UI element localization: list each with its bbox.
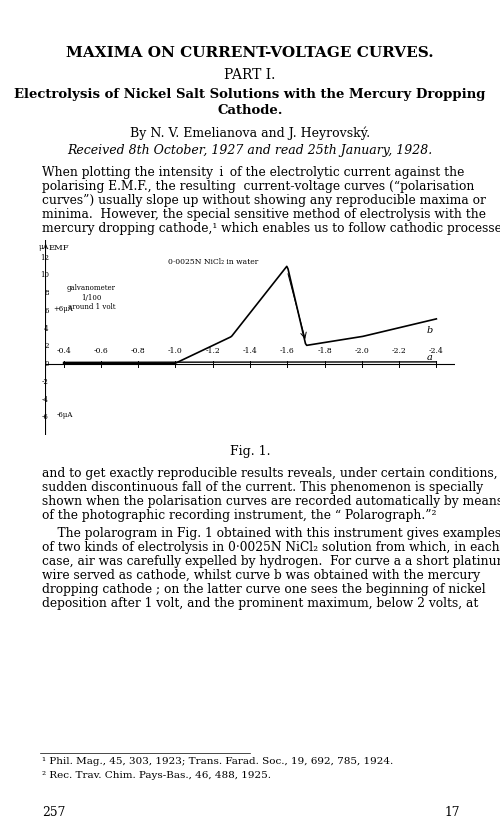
Text: -1.2: -1.2 [206,347,220,355]
Text: -2.4: -2.4 [429,347,444,355]
Text: 12: 12 [40,254,48,262]
Text: -2.2: -2.2 [392,347,406,355]
Text: of two kinds of electrolysis in 0·0025N NiCl₂ solution from which, in each: of two kinds of electrolysis in 0·0025N … [42,541,500,554]
Text: 0·0025N NiCl₂ in water: 0·0025N NiCl₂ in water [168,258,258,266]
Text: +6μA: +6μA [53,305,73,313]
Text: dropping cathode ; on the latter curve one sees the beginning of nickel: dropping cathode ; on the latter curve o… [42,583,486,596]
Text: Received 8th October, 1927 and read 25th January, 1928.: Received 8th October, 1927 and read 25th… [68,144,432,157]
Text: -0.4: -0.4 [56,347,71,355]
Text: b: b [427,326,434,335]
Text: μA: μA [38,243,48,251]
Text: 10: 10 [40,272,48,279]
Text: Cathode.: Cathode. [217,104,283,117]
Text: -4: -4 [42,396,48,404]
Text: case, air was carefully expelled by hydrogen.  For curve a a short platinum: case, air was carefully expelled by hydr… [42,555,500,568]
Text: 257: 257 [42,806,66,819]
Text: galvanometer
1/100
around 1 volt: galvanometer 1/100 around 1 volt [67,284,116,311]
Text: Fig. 1.: Fig. 1. [230,445,270,458]
Text: 8: 8 [44,289,48,297]
Text: 17: 17 [444,806,460,819]
Text: 4: 4 [44,325,48,333]
Text: -1.6: -1.6 [280,347,294,355]
Text: -2.0: -2.0 [354,347,369,355]
Text: The polarogram in Fig. 1 obtained with this instrument gives examples: The polarogram in Fig. 1 obtained with t… [42,527,500,540]
Text: shown when the polarisation curves are recorded automatically by means: shown when the polarisation curves are r… [42,495,500,508]
Text: curves”) usually slope up without showing any reproducible maxima or: curves”) usually slope up without showin… [42,194,486,207]
Text: -1.0: -1.0 [168,347,183,355]
Text: When plotting the intensity  i  of the electrolytic current against the: When plotting the intensity i of the ele… [42,166,465,179]
Text: of the photographic recording instrument, the “ Polarograph.”²: of the photographic recording instrument… [42,509,436,522]
Text: PART I.: PART I. [224,68,276,82]
Text: 2: 2 [44,342,48,350]
Text: -2: -2 [42,377,48,386]
Text: -1.8: -1.8 [317,347,332,355]
Text: -6μA: -6μA [56,411,73,420]
Text: mercury dropping cathode,¹ which enables us to follow cathodic processes: mercury dropping cathode,¹ which enables… [42,222,500,235]
Text: ¹ Phil. Mag., 45, 303, 1923; Trans. Farad. Soc., 19, 692, 785, 1924.: ¹ Phil. Mag., 45, 303, 1923; Trans. Fara… [42,757,393,766]
Text: wire served as cathode, whilst curve b was obtained with the mercury: wire served as cathode, whilst curve b w… [42,569,480,582]
Text: deposition after 1 volt, and the prominent maximum, below 2 volts, at: deposition after 1 volt, and the promine… [42,597,478,610]
Text: -0.6: -0.6 [94,347,108,355]
Text: By N. V. Emelianova and J. Heyrovský.: By N. V. Emelianova and J. Heyrovský. [130,126,370,140]
Text: minima.  However, the special sensitive method of electrolysis with the: minima. However, the special sensitive m… [42,208,486,221]
Text: -6: -6 [42,413,48,421]
Text: Electrolysis of Nickel Salt Solutions with the Mercury Dropping: Electrolysis of Nickel Salt Solutions wi… [14,88,486,101]
Text: EMF: EMF [48,244,70,253]
Text: ² Rec. Trav. Chim. Pays-Bas., 46, 488, 1925.: ² Rec. Trav. Chim. Pays-Bas., 46, 488, 1… [42,771,271,780]
Text: and to get exactly reproducible results reveals, under certain conditions, a: and to get exactly reproducible results … [42,467,500,480]
Text: a: a [427,353,433,362]
Text: -0.8: -0.8 [131,347,146,355]
Text: sudden discontinuous fall of the current. This phenomenon is specially: sudden discontinuous fall of the current… [42,481,483,494]
Text: MAXIMA ON CURRENT-VOLTAGE CURVES.: MAXIMA ON CURRENT-VOLTAGE CURVES. [66,46,434,60]
Text: 6: 6 [44,307,48,315]
Text: 0: 0 [44,360,48,368]
Text: polarising E.M.F., the resulting  current-voltage curves (“polarisation: polarising E.M.F., the resulting current… [42,180,474,193]
Text: -1.4: -1.4 [242,347,258,355]
